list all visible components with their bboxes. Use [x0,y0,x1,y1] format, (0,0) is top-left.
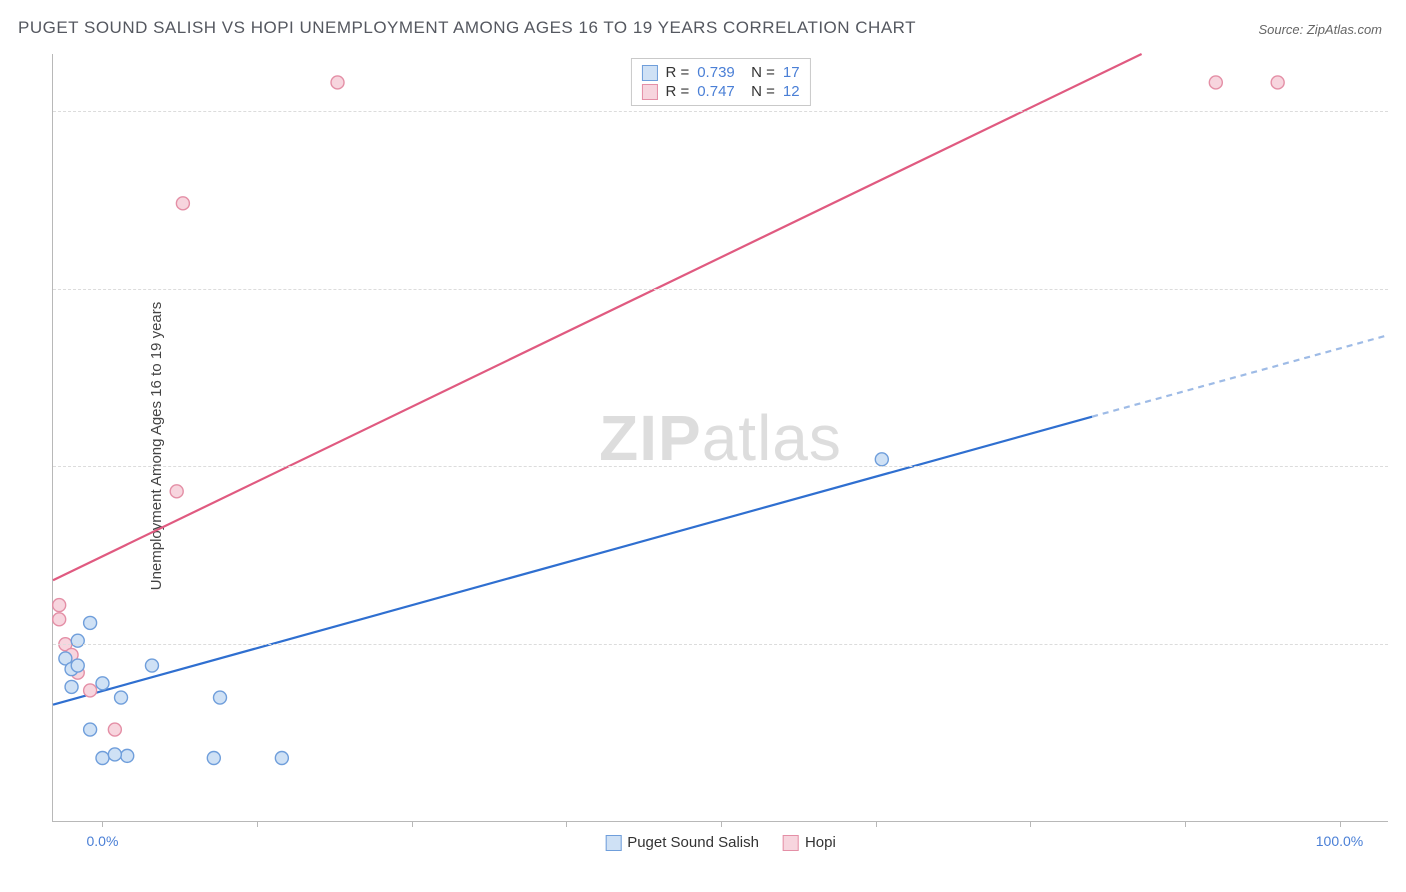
data-point [96,752,109,765]
data-point [1271,76,1284,89]
data-point [53,599,66,612]
legend-label-hopi: Hopi [805,834,836,851]
y-tick-label: 100.0% [1394,103,1406,119]
regression-line [1092,335,1389,417]
x-tick [102,821,103,827]
plot-svg [53,54,1388,821]
x-tick-label: 100.0% [1316,833,1363,849]
data-point [84,684,97,697]
data-point [875,453,888,466]
x-tick [1185,821,1186,827]
gridline-h [53,111,1388,112]
data-point [176,197,189,210]
x-tick [1340,821,1341,827]
data-point [121,749,134,762]
x-tick [566,821,567,827]
data-point [65,680,78,693]
x-tick [1030,821,1031,827]
y-tick-label: 50.0% [1394,458,1406,474]
x-tick [412,821,413,827]
x-tick [876,821,877,827]
data-point [84,723,97,736]
legend-series: Puget Sound Salish Hopi [605,834,836,851]
source-credit: Source: ZipAtlas.com [1258,22,1382,37]
legend-item-hopi: Hopi [783,834,836,851]
gridline-h [53,644,1388,645]
data-point [275,752,288,765]
data-point [1209,76,1222,89]
data-point [108,723,121,736]
data-point [170,485,183,498]
y-tick-label: 75.0% [1394,281,1406,297]
data-point [115,691,128,704]
data-point [145,659,158,672]
data-point [84,616,97,629]
regression-line [53,417,1092,705]
chart-title: PUGET SOUND SALISH VS HOPI UNEMPLOYMENT … [18,18,916,38]
data-point [71,659,84,672]
swatch-salish [605,835,621,851]
gridline-h [53,466,1388,467]
data-point [108,748,121,761]
x-tick-label: 0.0% [87,833,119,849]
x-tick [721,821,722,827]
data-point [96,677,109,690]
regression-line [53,54,1142,580]
gridline-h [53,289,1388,290]
y-tick-label: 25.0% [1394,636,1406,652]
legend-item-salish: Puget Sound Salish [605,834,759,851]
data-point [214,691,227,704]
data-point [53,613,66,626]
plot-area: ZIPatlas R = 0.739 N = 17 R = 0.747 N = … [52,54,1388,822]
data-point [331,76,344,89]
legend-label-salish: Puget Sound Salish [627,834,759,851]
x-tick [257,821,258,827]
swatch-hopi [783,835,799,851]
data-point [207,752,220,765]
